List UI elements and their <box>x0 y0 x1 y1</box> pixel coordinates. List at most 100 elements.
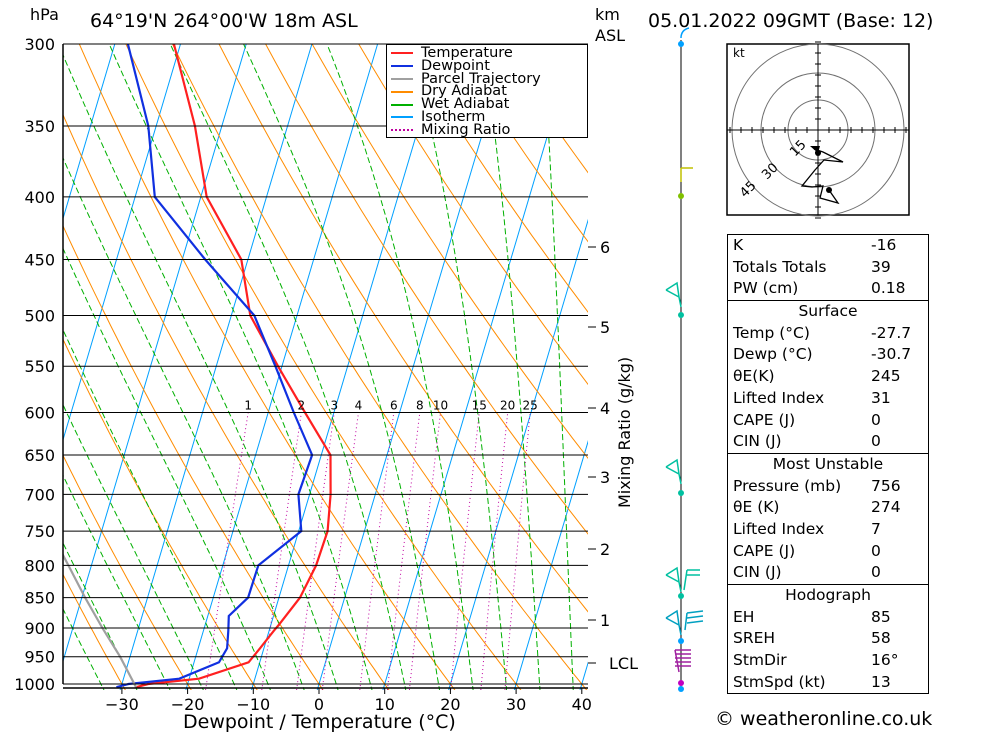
dry-adiabat-line <box>218 44 588 613</box>
index-key: StmSpd (kt) <box>733 672 826 691</box>
index-value: 85 <box>871 607 891 626</box>
pressure-tick-label: 350 <box>24 117 55 136</box>
lcl-label: LCL <box>609 654 638 673</box>
index-key: Totals Totals <box>733 257 827 276</box>
wet-adiabat-line <box>108 44 373 690</box>
wind-level-dot <box>678 490 684 496</box>
index-row: θE (K) 274 <box>728 497 928 519</box>
wet-adiabat-line <box>63 607 105 690</box>
index-key: Dewp (°C) <box>733 345 813 364</box>
legend-item: Dewpoint <box>387 57 587 74</box>
index-key: K <box>733 236 744 254</box>
index-row: Dewp (°C) -30.7 <box>728 344 928 366</box>
isotherm-line <box>63 44 116 221</box>
mixing-ratio-label: 8 <box>416 398 424 412</box>
hodograph-indices: Hodograph EH 85 SREH 58 StmDir 16° StmSpd (kt)… <box>728 584 928 693</box>
index-row: CAPE (J) 0 <box>728 410 928 432</box>
wet-adiabat-line <box>63 156 305 690</box>
pressure-tick-label: 750 <box>24 522 55 541</box>
height-unit-top: km <box>595 5 620 24</box>
index-key: θE (K) <box>733 498 780 517</box>
wind-barb <box>683 569 700 591</box>
mixing-ratio-title: Mixing Ratio (g/kg) <box>615 357 634 508</box>
mixing-ratio-line <box>321 412 359 690</box>
index-row: EH 85 <box>728 607 928 629</box>
wet-adiabat-line <box>326 44 474 690</box>
most-unstable-title: Most Unstable <box>772 454 884 473</box>
isotherm-line <box>513 440 588 690</box>
index-value: -30.7 <box>871 345 912 364</box>
wind-barb <box>665 281 682 308</box>
pressure-tick-label: 950 <box>24 648 55 667</box>
legend-swatch <box>391 52 413 55</box>
index-row: Pressure (mb) 756 <box>728 476 928 498</box>
height-tick-label: 2 <box>600 540 610 559</box>
dry-adiabat-line <box>63 573 126 690</box>
pressure-tick-label: 900 <box>24 619 55 638</box>
index-value: 245 <box>871 367 901 386</box>
dry-adiabat-line <box>311 44 588 459</box>
index-row: PW (cm) 0.18 <box>728 278 928 300</box>
index-row: CIN (J) 0 <box>728 562 928 584</box>
x-tick-label: −10 <box>236 695 270 714</box>
wet-adiabat-line <box>542 44 574 690</box>
legend-label: Isotherm <box>421 108 486 125</box>
index-value: 0 <box>871 432 881 451</box>
wind-barb <box>680 167 693 182</box>
index-value: 0 <box>871 410 881 429</box>
dry-adiabat-line <box>63 454 192 690</box>
isotherm-line <box>250 44 444 690</box>
isotherm-line <box>63 44 182 442</box>
wet-adiabat-line <box>63 247 271 690</box>
index-key: Lifted Index <box>733 388 825 407</box>
index-value: 7 <box>871 519 881 538</box>
dry-adiabat-line <box>358 44 588 386</box>
index-key: CIN (J) <box>733 432 782 451</box>
isotherm-line <box>63 44 247 663</box>
pressure-tick-label: 700 <box>24 485 55 504</box>
index-row: StmDir 16° <box>728 650 928 672</box>
dry-adiabat-line <box>404 44 588 313</box>
legend-item: Mixing Ratio <box>387 123 587 137</box>
index-value: 16° <box>871 651 899 670</box>
index-key: EH <box>733 607 755 626</box>
index-key: Lifted Index <box>733 519 825 538</box>
mixing-ratio-label: 4 <box>355 398 363 412</box>
index-value: 0.18 <box>871 279 906 298</box>
mixing-ratio-line <box>386 412 421 690</box>
legend-item: Isotherm <box>387 108 587 125</box>
isotherm-line <box>448 218 588 690</box>
index-key: Pressure (mb) <box>733 476 842 495</box>
wet-adiabat-line <box>243 44 441 690</box>
wet-adiabat-line <box>63 541 138 690</box>
index-row: Lifted Index 7 <box>728 519 928 541</box>
index-key: θE(K) <box>733 367 775 386</box>
wind-barb <box>665 458 682 485</box>
pressure-tick-label: 1000 <box>14 675 55 694</box>
wet-adiabat-line <box>63 474 171 690</box>
hodo-storm-arrow <box>810 146 820 153</box>
legend-label: Parcel Trajectory <box>421 70 541 87</box>
index-value: -27.7 <box>871 323 912 342</box>
index-value: 274 <box>871 498 901 517</box>
x-tick-label: −30 <box>105 695 139 714</box>
mixing-ratio-line <box>359 412 395 690</box>
mixing-ratio-line <box>480 412 509 690</box>
mixing-ratio-label: 25 <box>523 398 538 412</box>
index-row: SREH 58 <box>728 628 928 650</box>
height-tick-label: 5 <box>600 318 610 337</box>
height-tick-label: 1 <box>600 611 610 630</box>
index-key: CAPE (J) <box>733 541 796 560</box>
x-tick-label: 40 <box>572 695 592 714</box>
index-key: StmDir <box>733 651 787 670</box>
wind-level-dot <box>678 638 684 644</box>
wind-level-dot <box>678 312 684 318</box>
wind-barb <box>684 610 704 631</box>
index-value: 0 <box>871 563 881 582</box>
legend-label: Dewpoint <box>421 57 490 74</box>
height-tick-label: 3 <box>600 468 610 487</box>
isotherm-line <box>119 44 313 690</box>
wind-level-dot <box>678 41 684 47</box>
legend-item: Parcel Trajectory <box>387 70 587 87</box>
